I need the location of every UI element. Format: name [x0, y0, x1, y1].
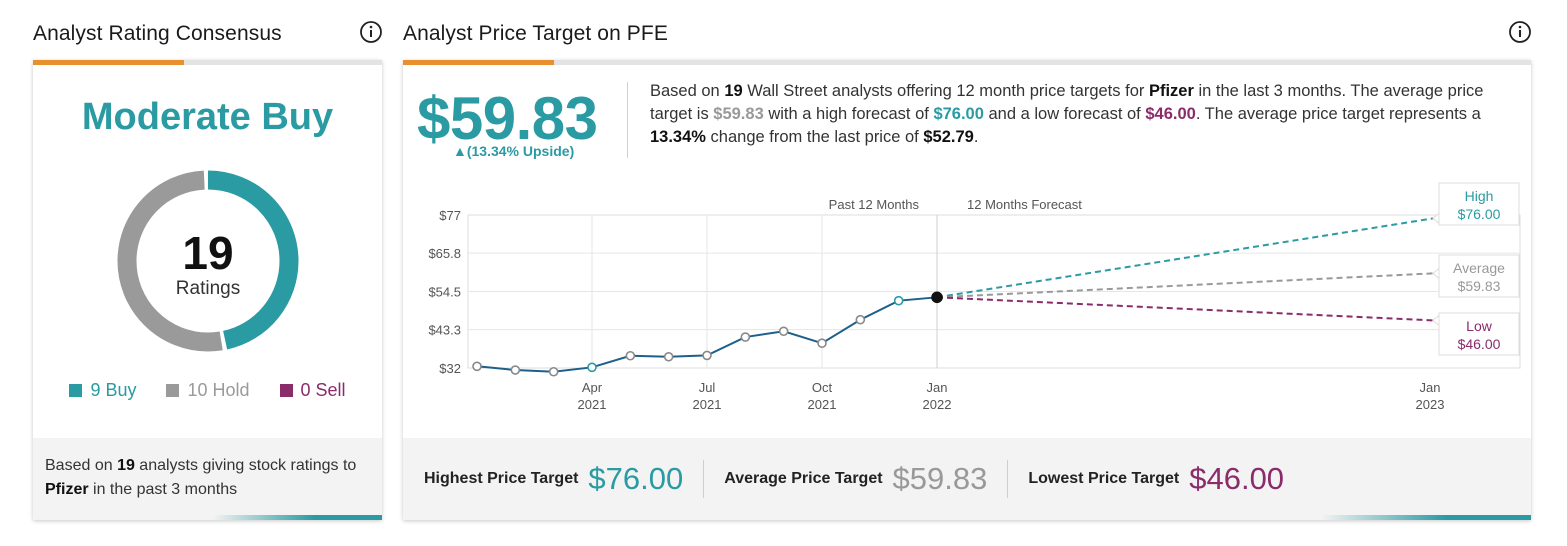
callout-pointer [1432, 212, 1440, 225]
history-point [702, 350, 712, 361]
callout-value: $59.83 [1458, 278, 1501, 294]
x-tick-month: Jul [699, 380, 716, 395]
price-target-summary: Highest Price Target $76.00 Average Pric… [403, 438, 1531, 520]
highest-target-value: $76.00 [588, 461, 684, 496]
y-tick-label: $32 [439, 361, 461, 376]
history-point [740, 332, 751, 342]
callout-high: High $76.00 [1432, 182, 1520, 226]
lowest-target: Lowest Price Target $46.00 [1028, 461, 1284, 497]
buy-swatch [69, 384, 83, 397]
average-target-label: Average Price Target [724, 470, 883, 487]
past-header: Past 12 Months [829, 197, 920, 212]
x-tick-month: Jan [927, 380, 948, 395]
history-point [817, 338, 827, 348]
x-tick-year: 2022 [923, 397, 952, 412]
history-point [472, 361, 482, 372]
bottom-accent [213, 515, 382, 520]
y-tick-label: $54.5 [428, 285, 461, 300]
ratings-total-label: Ratings [176, 278, 240, 299]
rating-footnote: Based on 19 analysts giving stock rating… [33, 438, 382, 520]
info-icon[interactable] [359, 20, 383, 44]
x-tick-year: 2021 [693, 397, 722, 412]
callout-average: Average $59.83 [1432, 254, 1520, 298]
lowest-target-value: $46.00 [1189, 461, 1285, 496]
hold-swatch [166, 384, 180, 397]
callout-box [1438, 312, 1520, 356]
x-tick-month: Oct [812, 380, 833, 395]
hold-segment [117, 170, 299, 352]
divider [703, 460, 705, 498]
y-tick-label: $77 [439, 208, 461, 223]
upside-percent: ▲(13.34% Upside) [453, 143, 575, 159]
forecast-line-low [936, 296, 1434, 322]
footnote-text: Based on [45, 457, 118, 474]
callout-box [1438, 254, 1520, 298]
rating-card-topbar [33, 60, 382, 65]
legend-sell-label: 0 Sell [300, 380, 346, 400]
ratings-donut: 19 Ratings [117, 170, 299, 352]
y-tick-label: $43.3 [428, 323, 461, 338]
price-panel-title: Analyst Price Target on PFE [403, 22, 668, 45]
buy-segment [117, 170, 299, 352]
legend-sell: 0 Sell [279, 380, 346, 401]
average-target: Average Price Target $59.83 [724, 461, 987, 497]
history-point [548, 366, 559, 377]
callout-value: $76.00 [1458, 206, 1501, 222]
history-point [778, 326, 789, 337]
history-point [893, 295, 904, 306]
callout-value: $46.00 [1458, 336, 1501, 352]
callout-low: Low $46.00 [1432, 312, 1520, 356]
history-point [510, 365, 521, 375]
footnote-text: in the past 3 months [88, 481, 238, 498]
rating-card: Moderate Buy 19 Ratings 9 Buy 10 Hold 0 … [33, 60, 382, 520]
price-target-description: Based on 19 Wall Street analysts offerin… [650, 82, 1484, 146]
callout-pointer [1432, 314, 1440, 327]
history-point [587, 362, 597, 373]
legend-buy-label: 9 Buy [90, 380, 137, 400]
consensus-rating: Moderate Buy [81, 96, 334, 138]
history-point [625, 350, 636, 361]
divider [1007, 460, 1009, 498]
price-card-topbar [403, 60, 1531, 65]
price-target-card: $59.83 ▲(13.34% Upside) Based on 19 Wall… [403, 60, 1531, 520]
x-tick-year: 2023 [1416, 397, 1445, 412]
y-tick-label: $65.8 [428, 246, 461, 261]
legend-hold: 10 Hold [166, 380, 250, 401]
x-tick-year: 2021 [808, 397, 837, 412]
rating-panel-title: Analyst Rating Consensus [33, 22, 282, 45]
callout-label: Low [1466, 318, 1493, 334]
info-icon[interactable] [1508, 20, 1532, 44]
ratings-legend: 9 Buy 10 Hold 0 Sell [33, 380, 382, 401]
x-tick-month: Jan [1420, 380, 1441, 395]
price-target-chart: $77 $65.8 $54.5 $43.3 $32 Apr 2021 Jul 2021 Oct 20… [428, 182, 1521, 412]
callout-pointer [1432, 267, 1440, 280]
divider [627, 82, 628, 158]
footnote-text: analysts giving stock ratings to [134, 457, 357, 474]
history-point [663, 351, 674, 362]
callout-label: High [1465, 188, 1494, 204]
legend-hold-label: 10 Hold [187, 380, 250, 400]
x-tick-month: Apr [582, 380, 603, 395]
sell-swatch [279, 384, 293, 397]
ratings-total: 19 [182, 227, 233, 279]
callout-label: Average [1453, 260, 1505, 276]
highest-target: Highest Price Target $76.00 [424, 461, 683, 497]
footnote-count: 19 [117, 457, 135, 474]
forecast-line-high [936, 217, 1434, 299]
legend-buy: 9 Buy [69, 380, 136, 401]
bottom-accent [1321, 515, 1531, 520]
forecast-header: 12 Months Forecast [967, 197, 1082, 212]
current-price-point [931, 291, 943, 304]
forecast-line-average [936, 272, 1434, 299]
callout-box [1438, 182, 1520, 226]
highest-target-label: Highest Price Target [424, 470, 579, 487]
footnote-company: Pfizer [45, 481, 89, 498]
average-target-value: $59.83 [892, 461, 988, 496]
average-price-target: $59.83 [417, 85, 598, 152]
x-tick-year: 2021 [578, 397, 607, 412]
history-point [855, 314, 866, 325]
lowest-target-label: Lowest Price Target [1028, 470, 1180, 487]
